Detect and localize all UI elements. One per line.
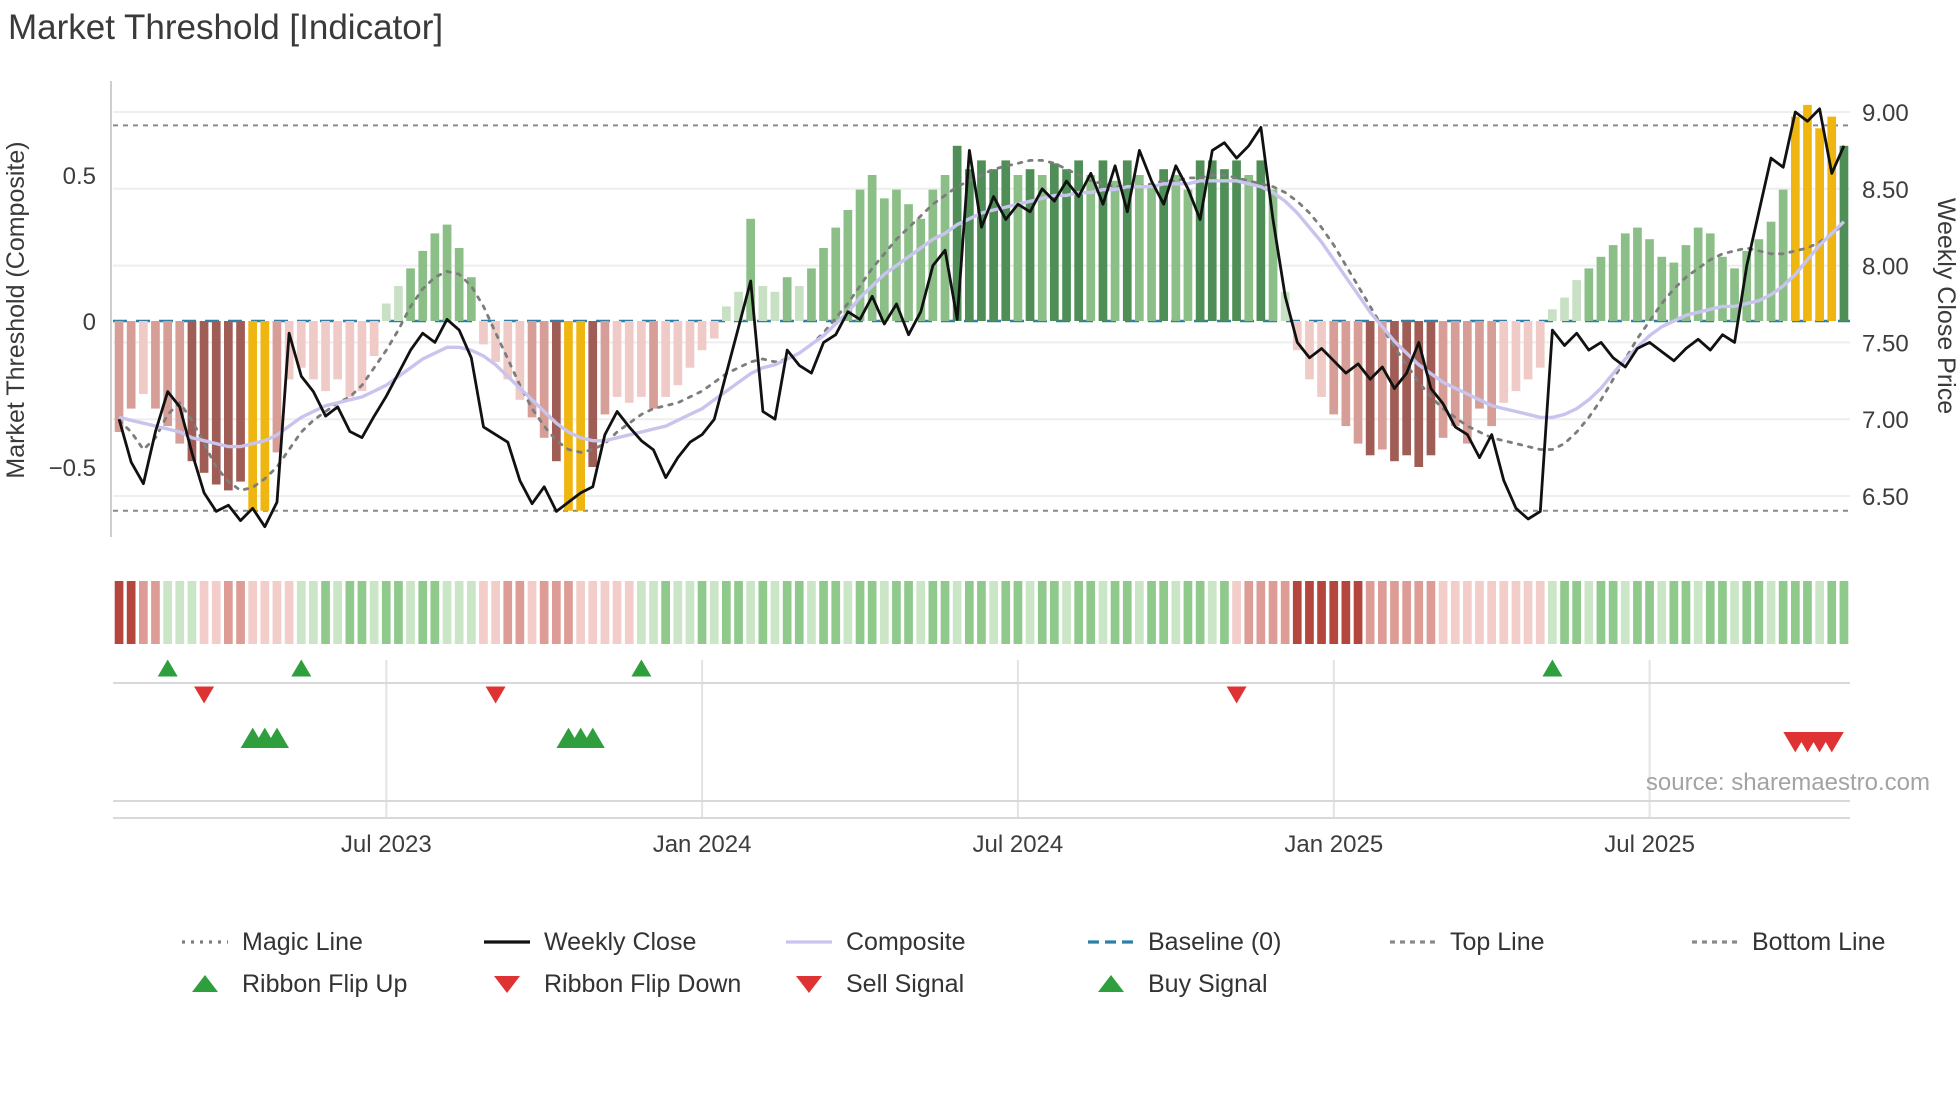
legend-item-ribbon-flip-up: Ribbon Flip Up [180,967,482,1001]
legend-item-baseline-0: Baseline (0) [1086,925,1388,959]
svg-text:6.50: 6.50 [1862,484,1909,511]
dashed-swatch-icon [1088,940,1134,944]
legend-item-sell-signal: Sell Signal [784,967,1086,1001]
ribbon-flip-up-marker [157,659,178,677]
triangle-up-swatch-icon [1098,975,1124,992]
dash-small-swatch-icon [1692,940,1738,944]
legend-item-buy-signal: Buy Signal [1086,967,1388,1001]
legend-label: Weekly Close [544,927,697,956]
threshold-bars [114,104,1849,511]
legend-label: Top Line [1450,927,1545,956]
legend-label: Baseline (0) [1148,927,1282,956]
triangle-up-swatch-icon [192,975,218,992]
buy-signal-marker [265,727,289,748]
triangle-down-swatch-icon [796,976,822,993]
svg-text:0.5: 0.5 [63,163,96,190]
legend-label: Ribbon Flip Up [242,969,408,998]
sell-signal-marker [1819,732,1844,753]
composite-line [118,179,1846,449]
legend-label: Ribbon Flip Down [544,969,742,998]
axis-ticks: 0.5 0 −0.5 9.00 8.50 8.00 7.50 7.00 6.50 Jul 2023… [49,100,1909,858]
legend-item-composite: Composite [784,925,1086,959]
svg-text:8.00: 8.00 [1862,254,1909,281]
svg-text:−0.5: −0.5 [49,455,96,482]
legend-item-magic-line: Magic Line [180,925,482,959]
magic-line [117,159,1846,492]
legend-label: Sell Signal [846,969,965,998]
svg-text:8.50: 8.50 [1862,177,1909,204]
signal-markers [157,659,1844,753]
indicator-chart: 0.5 0 −0.5 9.00 8.50 8.00 7.50 7.00 6.50 Jul 2023… [2,81,1960,858]
legend-label: Composite [846,927,966,956]
legend-label: Buy Signal [1148,969,1268,998]
left-axis-title: Market Threshold (Composite) [2,141,30,478]
legend-label: Magic Line [242,927,363,956]
solid-swatch-icon [786,940,832,944]
source-text: source: sharemaestro.com [1646,769,1930,796]
svg-text:7.00: 7.00 [1862,407,1909,434]
svg-text:0: 0 [83,309,96,336]
weekly-close-line [117,107,1846,529]
ribbon-flip-up-marker [1542,659,1563,677]
legend-item-bottom-line: Bottom Line [1690,925,1960,959]
svg-text:Jan 2025: Jan 2025 [1284,831,1383,858]
buy-signal-marker [580,727,605,748]
svg-text:9.00: 9.00 [1862,100,1909,127]
legend-item-weekly-close: Weekly Close [482,925,784,959]
dotted-swatch-icon [182,940,228,944]
svg-text:Jul 2024: Jul 2024 [973,831,1064,858]
chart-layers: 0.5 0 −0.5 9.00 8.50 8.00 7.50 7.00 6.50 Jul 2023… [49,81,1909,858]
trend-ribbon [114,581,1849,644]
legend-item-top-line: Top Line [1388,925,1690,959]
ribbon-flip-up-marker [291,659,312,677]
legend-item-ribbon-flip-down: Ribbon Flip Down [482,967,784,1001]
svg-text:Jul 2025: Jul 2025 [1604,831,1695,858]
svg-text:Jan 2024: Jan 2024 [653,831,752,858]
ribbon-flip-down-marker [194,686,215,704]
chart-legend: Magic Line Weekly Close Composite Baseline … [180,925,1960,1001]
ribbon-flip-up-marker [631,659,652,677]
ribbon-flip-down-marker [485,686,506,704]
svg-text:Jul 2023: Jul 2023 [341,831,432,858]
triangle-down-swatch-icon [494,976,520,993]
svg-text:7.50: 7.50 [1862,330,1909,357]
ribbon-flip-down-marker [1226,686,1247,704]
page-title: Market Threshold [Indicator] [8,8,444,47]
legend-label: Bottom Line [1752,927,1886,956]
dash-small-swatch-icon [1390,940,1436,944]
right-axis-title: Weekly Close Price [1932,198,1960,414]
solid-swatch-icon [484,940,530,944]
